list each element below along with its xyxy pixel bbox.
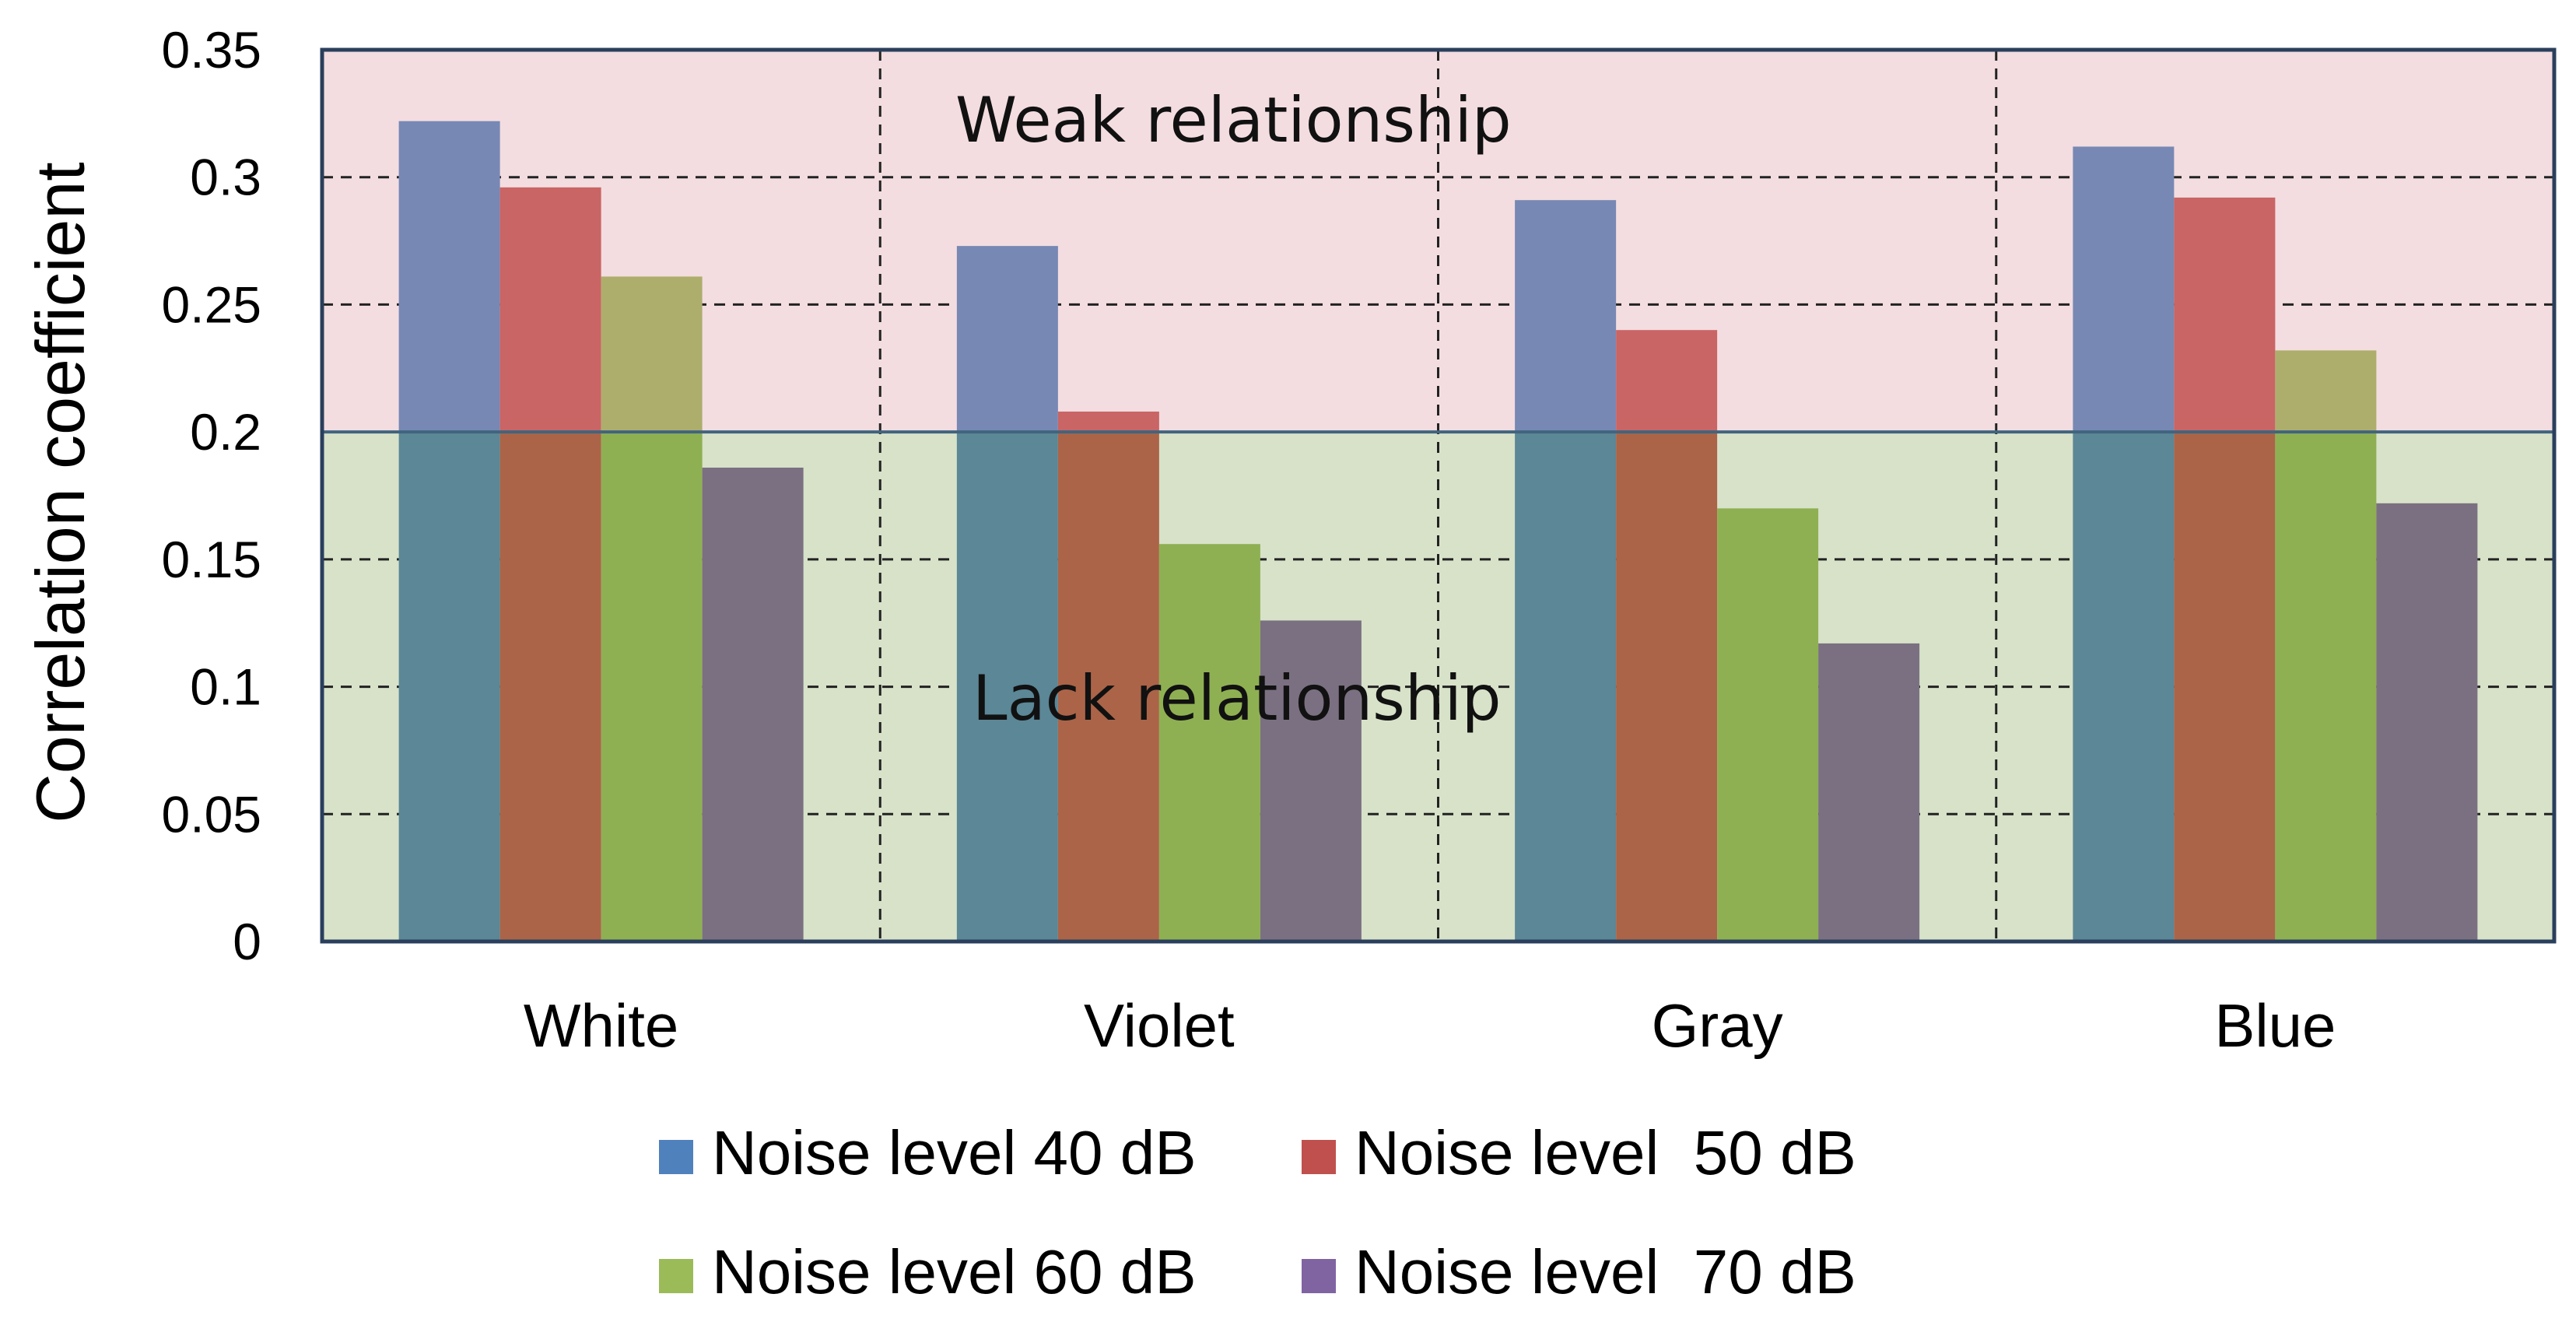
bar-blue-noise-level-60-db-upper xyxy=(2275,350,2377,433)
bar-violet-noise-level-40-db xyxy=(956,432,1058,942)
y-tick-label: 0.25 xyxy=(162,275,261,333)
x-category-label: Blue xyxy=(2214,991,2336,1060)
annotation-lack-relationship: Lack relationship xyxy=(973,662,1502,735)
bar-white-noise-level-40-db-upper xyxy=(398,121,500,433)
bar-blue-noise-level-60-db xyxy=(2275,432,2377,942)
y-tick-label: 0.15 xyxy=(162,531,261,588)
bar-white-noise-level-50-db xyxy=(499,432,601,942)
y-tick-label: 0.1 xyxy=(190,658,261,716)
x-category-label: White xyxy=(524,991,678,1060)
bar-gray-noise-level-40-db xyxy=(1515,432,1617,942)
annotation-weak-relationship: Weak relationship xyxy=(955,84,1512,156)
legend-swatch-noise-level-50-db xyxy=(1302,1140,1336,1174)
y-axis-label: Correlation coefficient xyxy=(22,162,99,823)
y-tick-label: 0.2 xyxy=(190,403,261,461)
legend-label-noise-level-40-db: Noise level 40 dB xyxy=(712,1118,1197,1187)
bar-blue-noise-level-40-db-upper xyxy=(2073,146,2175,433)
y-tick-label: 0 xyxy=(233,913,261,970)
bar-violet-noise-level-60-db xyxy=(1158,544,1260,942)
axes xyxy=(320,47,2557,944)
y-tick-label: 0.05 xyxy=(162,785,261,843)
bars xyxy=(398,121,2478,942)
x-category-label: Gray xyxy=(1652,991,1783,1060)
bar-blue-noise-level-50-db xyxy=(2174,432,2276,942)
legend: Noise level 40 dB Noise level 50 dB Noise … xyxy=(659,1118,1856,1306)
band-annotations: Weak relationship Lack relationship xyxy=(955,84,1512,735)
legend-swatch-noise-level-60-db xyxy=(659,1259,693,1293)
bar-white-noise-level-70-db xyxy=(702,467,804,942)
legend-swatch-noise-level-70-db xyxy=(1302,1259,1336,1293)
bar-gray-noise-level-50-db-upper xyxy=(1616,330,1718,433)
bar-blue-noise-level-40-db xyxy=(2073,432,2175,942)
bar-violet-noise-level-70-db xyxy=(1260,620,1362,942)
bar-gray-noise-level-50-db xyxy=(1616,432,1718,942)
bar-white-noise-level-40-db xyxy=(398,432,500,942)
legend-swatch-noise-level-40-db xyxy=(659,1140,693,1174)
bar-blue-noise-level-70-db xyxy=(2376,503,2478,942)
y-tick-labels: 0 0.05 0.1 0.15 0.2 0.25 0.3 0.35 xyxy=(162,21,261,970)
bar-white-noise-level-50-db-upper xyxy=(499,187,601,433)
bar-white-noise-level-60-db-upper xyxy=(601,276,703,433)
bar-violet-noise-level-40-db-upper xyxy=(956,246,1058,433)
bar-violet-noise-level-50-db-upper xyxy=(1057,411,1159,433)
y-tick-label: 0.35 xyxy=(162,21,261,79)
x-category-labels: White Violet Gray Blue xyxy=(524,991,2336,1060)
plot-frame xyxy=(320,47,2557,944)
bar-gray-noise-level-60-db xyxy=(1717,508,1819,942)
y-tick-label: 0.3 xyxy=(190,149,261,206)
legend-label-noise-level-60-db: Noise level 60 dB xyxy=(712,1237,1197,1306)
legend-label-noise-level-50-db: Noise level 50 dB xyxy=(1355,1118,1856,1187)
bar-gray-noise-level-40-db-upper xyxy=(1515,200,1617,433)
bar-white-noise-level-60-db xyxy=(601,432,703,942)
bar-blue-noise-level-50-db-upper xyxy=(2174,197,2276,433)
bar-gray-noise-level-70-db xyxy=(1818,643,1920,942)
bar-violet-noise-level-50-db xyxy=(1057,432,1159,942)
x-category-label: Violet xyxy=(1084,991,1235,1060)
legend-label-noise-level-70-db: Noise level 70 dB xyxy=(1355,1237,1856,1306)
